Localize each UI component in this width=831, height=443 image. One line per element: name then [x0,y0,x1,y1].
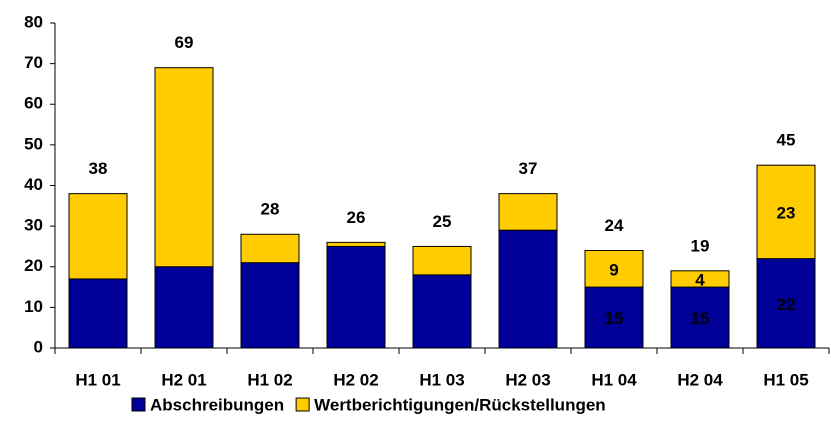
total-label: 38 [89,159,108,178]
x-tick-label: H2 04 [677,370,723,389]
x-tick-label: H1 02 [247,370,292,389]
bar-segment [240,233,300,264]
bar-segment [756,164,816,260]
legend-swatch [131,397,146,412]
x-tick-label: H1 03 [419,370,464,389]
x-tick-label: H1 01 [75,370,120,389]
bar-segment [498,229,558,349]
total-label: 37 [519,159,538,178]
bar-segment [498,193,558,231]
y-tick-label: 30 [24,216,43,235]
bar-segment [68,278,128,349]
bar-segment [240,262,300,349]
data-label: 4 [695,270,705,289]
data-label: 15 [691,309,710,328]
data-label: 9 [609,260,618,279]
bar-segment [326,241,386,247]
bar-segment [670,270,730,288]
x-tick-label: H2 03 [505,370,550,389]
y-tick-label: 60 [24,94,43,113]
y-tick-label: 0 [34,337,43,356]
x-tick-label: H2 02 [333,370,378,389]
y-tick-label: 20 [24,256,43,275]
total-label: 45 [777,131,796,150]
bar-segment [412,245,472,276]
data-label: 15 [605,309,624,328]
y-tick-label: 40 [24,175,43,194]
data-label: 23 [777,203,796,222]
data-label: 22 [777,295,796,314]
y-tick-label: 50 [24,134,43,153]
y-tick-label: 80 [24,12,43,31]
total-label: 69 [175,33,194,52]
bar-segment [326,245,386,349]
bar-segment [154,266,214,349]
legend-label: Abschreibungen [150,395,284,414]
bar-segment [412,274,472,349]
x-tick-label: H2 01 [161,370,206,389]
bar-segment [584,250,644,288]
total-label: 19 [691,236,710,255]
total-label: 25 [433,212,452,231]
bar-segment [584,286,644,349]
bar-segment [154,67,214,268]
legend-swatch [295,397,310,412]
bar-segment [68,193,128,280]
total-label: 26 [347,208,366,227]
y-tick-label: 10 [24,297,43,316]
legend-label: Wertberichtigungen/Rückstellungen [314,395,606,414]
total-label: 28 [261,200,280,219]
total-label: 24 [605,216,624,235]
y-tick-label: 70 [24,53,43,72]
x-tick-label: H1 04 [591,370,637,389]
x-tick-label: H1 05 [763,370,808,389]
